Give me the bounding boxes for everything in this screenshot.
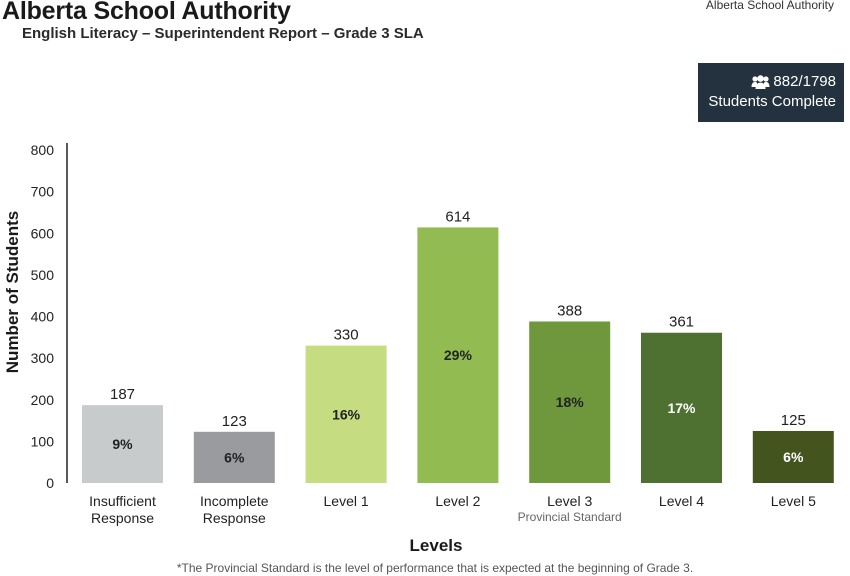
bar-percent-label: 6% xyxy=(783,449,804,465)
x-category-label: Response xyxy=(203,510,266,526)
bar-value-label: 330 xyxy=(334,327,359,344)
report-subtitle: English Literacy – Superintendent Report… xyxy=(22,25,424,42)
y-tick-label: 0 xyxy=(46,475,54,491)
y-tick-label: 800 xyxy=(31,142,55,158)
page-title: Alberta School Authority xyxy=(2,0,291,25)
users-icon xyxy=(751,75,770,89)
y-axis-title: Number of Students xyxy=(3,211,22,373)
y-tick-label: 300 xyxy=(31,350,55,366)
y-tick-label: 500 xyxy=(31,267,55,283)
x-category-label: Incomplete xyxy=(200,493,269,509)
x-axis-categories: InsufficientResponseIncompleteResponseLe… xyxy=(89,493,816,526)
bar-value-label: 187 xyxy=(110,386,135,403)
bar-percent-label: 16% xyxy=(332,406,361,422)
x-category-label: Level 2 xyxy=(435,493,480,509)
y-tick-label: 400 xyxy=(31,309,55,325)
bar-percent-label: 9% xyxy=(112,436,133,452)
x-category-label: Response xyxy=(91,510,154,526)
bar xyxy=(529,321,611,483)
x-category-label: Level 1 xyxy=(324,493,369,509)
bar xyxy=(417,227,499,483)
bar-value-label: 361 xyxy=(669,314,694,331)
bar-value-label: 388 xyxy=(557,302,582,319)
bar-percent-label: 6% xyxy=(224,449,245,465)
bar-value-label: 123 xyxy=(222,413,247,430)
bar-percent-label: 17% xyxy=(667,400,696,416)
x-axis-title: Levels xyxy=(410,536,463,555)
provincial-standard-footnote: *The Provincial Standard is the level of… xyxy=(176,561,694,575)
bar xyxy=(752,430,834,483)
bar xyxy=(305,345,387,483)
bar-value-label: 125 xyxy=(781,412,806,429)
completion-count: 882/1798 xyxy=(773,73,836,90)
y-tick-label: 600 xyxy=(31,225,55,241)
x-category-label: Level 4 xyxy=(659,493,704,509)
y-tick-label: 700 xyxy=(31,184,55,200)
y-tick-label: 100 xyxy=(31,433,55,449)
x-category-label: Insufficient xyxy=(89,493,156,509)
bars: 187 9% 123 6% 330 16% 614 29% 388 18% 361 17% 125 6% xyxy=(82,208,834,483)
bar-percent-label: 29% xyxy=(444,347,473,363)
bar xyxy=(82,405,163,483)
bar xyxy=(193,431,275,483)
bar xyxy=(641,332,722,483)
organization-name: Alberta School Authority xyxy=(705,0,834,12)
x-category-label: Level 5 xyxy=(771,493,816,509)
category-note: Provincial Standard xyxy=(518,510,622,524)
x-category-label: Level 3 xyxy=(547,493,592,509)
completion-label: Students Complete xyxy=(708,93,836,110)
bar-percent-label: 18% xyxy=(556,394,585,410)
y-tick-label: 200 xyxy=(31,392,55,408)
y-axis-ticks: 0 100 200 300 400 500 600 700 800 xyxy=(31,142,55,491)
bar-value-label: 614 xyxy=(445,208,470,225)
students-complete-badge: 882/1798 Students Complete xyxy=(698,63,844,122)
